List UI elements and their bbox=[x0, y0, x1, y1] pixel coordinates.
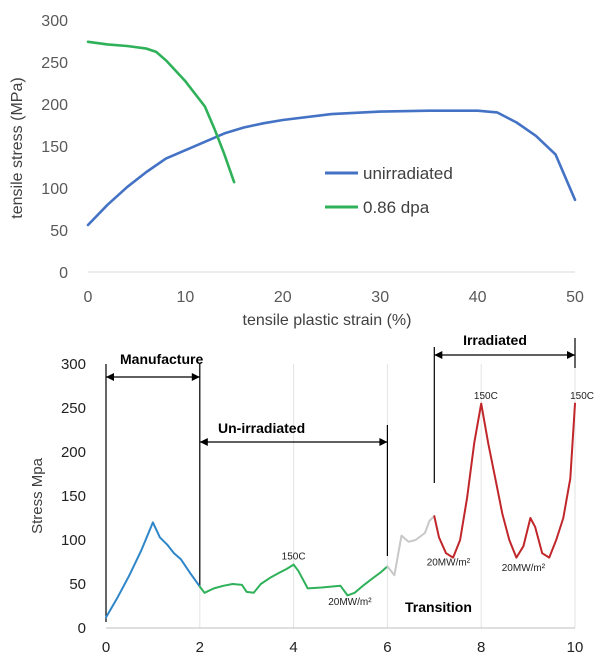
x-tick-label: 0 bbox=[102, 639, 110, 656]
series-line-transition bbox=[386, 515, 436, 577]
series-line-irradiated bbox=[433, 402, 576, 559]
y-tick-label: 150 bbox=[61, 488, 86, 505]
y-tick-label: 250 bbox=[41, 55, 68, 72]
y-tick-label: 200 bbox=[61, 444, 86, 461]
annotation-label: 20MW/m² bbox=[328, 597, 372, 608]
stress-history-chart: 0 50 100 150 200 250 300 0 2 4 6 8 10 Manufacture Un… bbox=[29, 332, 594, 656]
tensile-chart: 0 50 100 150 200 250 300 0 10 20 30 40 50 tensile s… bbox=[9, 13, 584, 329]
annotation-label: 150C bbox=[282, 551, 306, 562]
y-tick-label: 50 bbox=[50, 223, 68, 240]
series-line-0-86-dpa bbox=[86, 40, 236, 184]
y-tick-label: 300 bbox=[41, 13, 68, 30]
y-tick-label: 100 bbox=[61, 532, 86, 549]
x-tick-label: 10 bbox=[567, 639, 584, 656]
irradiated-arrow bbox=[434, 351, 575, 359]
annotation-label: 150C bbox=[570, 391, 594, 402]
y-tick-label: 100 bbox=[41, 181, 68, 198]
y-tick-label: 200 bbox=[41, 97, 68, 114]
phase-label-irradiated: Irradiated bbox=[463, 332, 527, 348]
x-tick-label: 2 bbox=[196, 639, 204, 656]
annotation-label: 20MW/m² bbox=[502, 563, 546, 574]
x-axis-title: tensile plastic strain (%) bbox=[243, 312, 412, 329]
x-tick-label: 10 bbox=[177, 289, 195, 306]
phase-label-un-irradiated: Un-irradiated bbox=[218, 420, 305, 436]
series-line-manufacture bbox=[105, 521, 201, 619]
y-tick-label: 150 bbox=[41, 139, 68, 156]
x-tick-label: 0 bbox=[84, 289, 93, 306]
y-axis-title: tensile stress (MPa) bbox=[9, 77, 26, 218]
x-tick-label: 6 bbox=[383, 639, 391, 656]
y-tick-label: 0 bbox=[78, 620, 86, 637]
y-tick-label: 300 bbox=[61, 356, 86, 373]
phase-label-manufacture: Manufacture bbox=[120, 351, 203, 367]
series-line-un-irradiated bbox=[198, 563, 389, 597]
x-tick-label: 30 bbox=[371, 289, 389, 306]
y-tick-label: 0 bbox=[59, 265, 68, 282]
annotation-label: 20MW/m² bbox=[427, 558, 471, 569]
series-line-unirradiated bbox=[86, 109, 577, 227]
un-irradiated-arrow bbox=[199, 438, 388, 446]
x-tick-label: 50 bbox=[566, 289, 584, 306]
y-axis-title: Stress Mpa bbox=[29, 457, 46, 534]
phase-label-transition: Transition bbox=[405, 599, 472, 615]
legend-label-unirradiated: unirradiated bbox=[363, 164, 453, 183]
legend: unirradiated 0.86 dpa bbox=[325, 164, 453, 217]
y-tick-label: 250 bbox=[61, 400, 86, 417]
y-tick-label: 50 bbox=[69, 576, 86, 593]
legend-label-0-86-dpa: 0.86 dpa bbox=[363, 198, 430, 217]
annotation-label: 150C bbox=[474, 391, 498, 402]
x-tick-label: 4 bbox=[289, 639, 297, 656]
manufacture-arrow bbox=[106, 373, 200, 381]
x-tick-label: 8 bbox=[477, 639, 485, 656]
x-tick-label: 40 bbox=[469, 289, 487, 306]
x-tick-label: 20 bbox=[274, 289, 292, 306]
